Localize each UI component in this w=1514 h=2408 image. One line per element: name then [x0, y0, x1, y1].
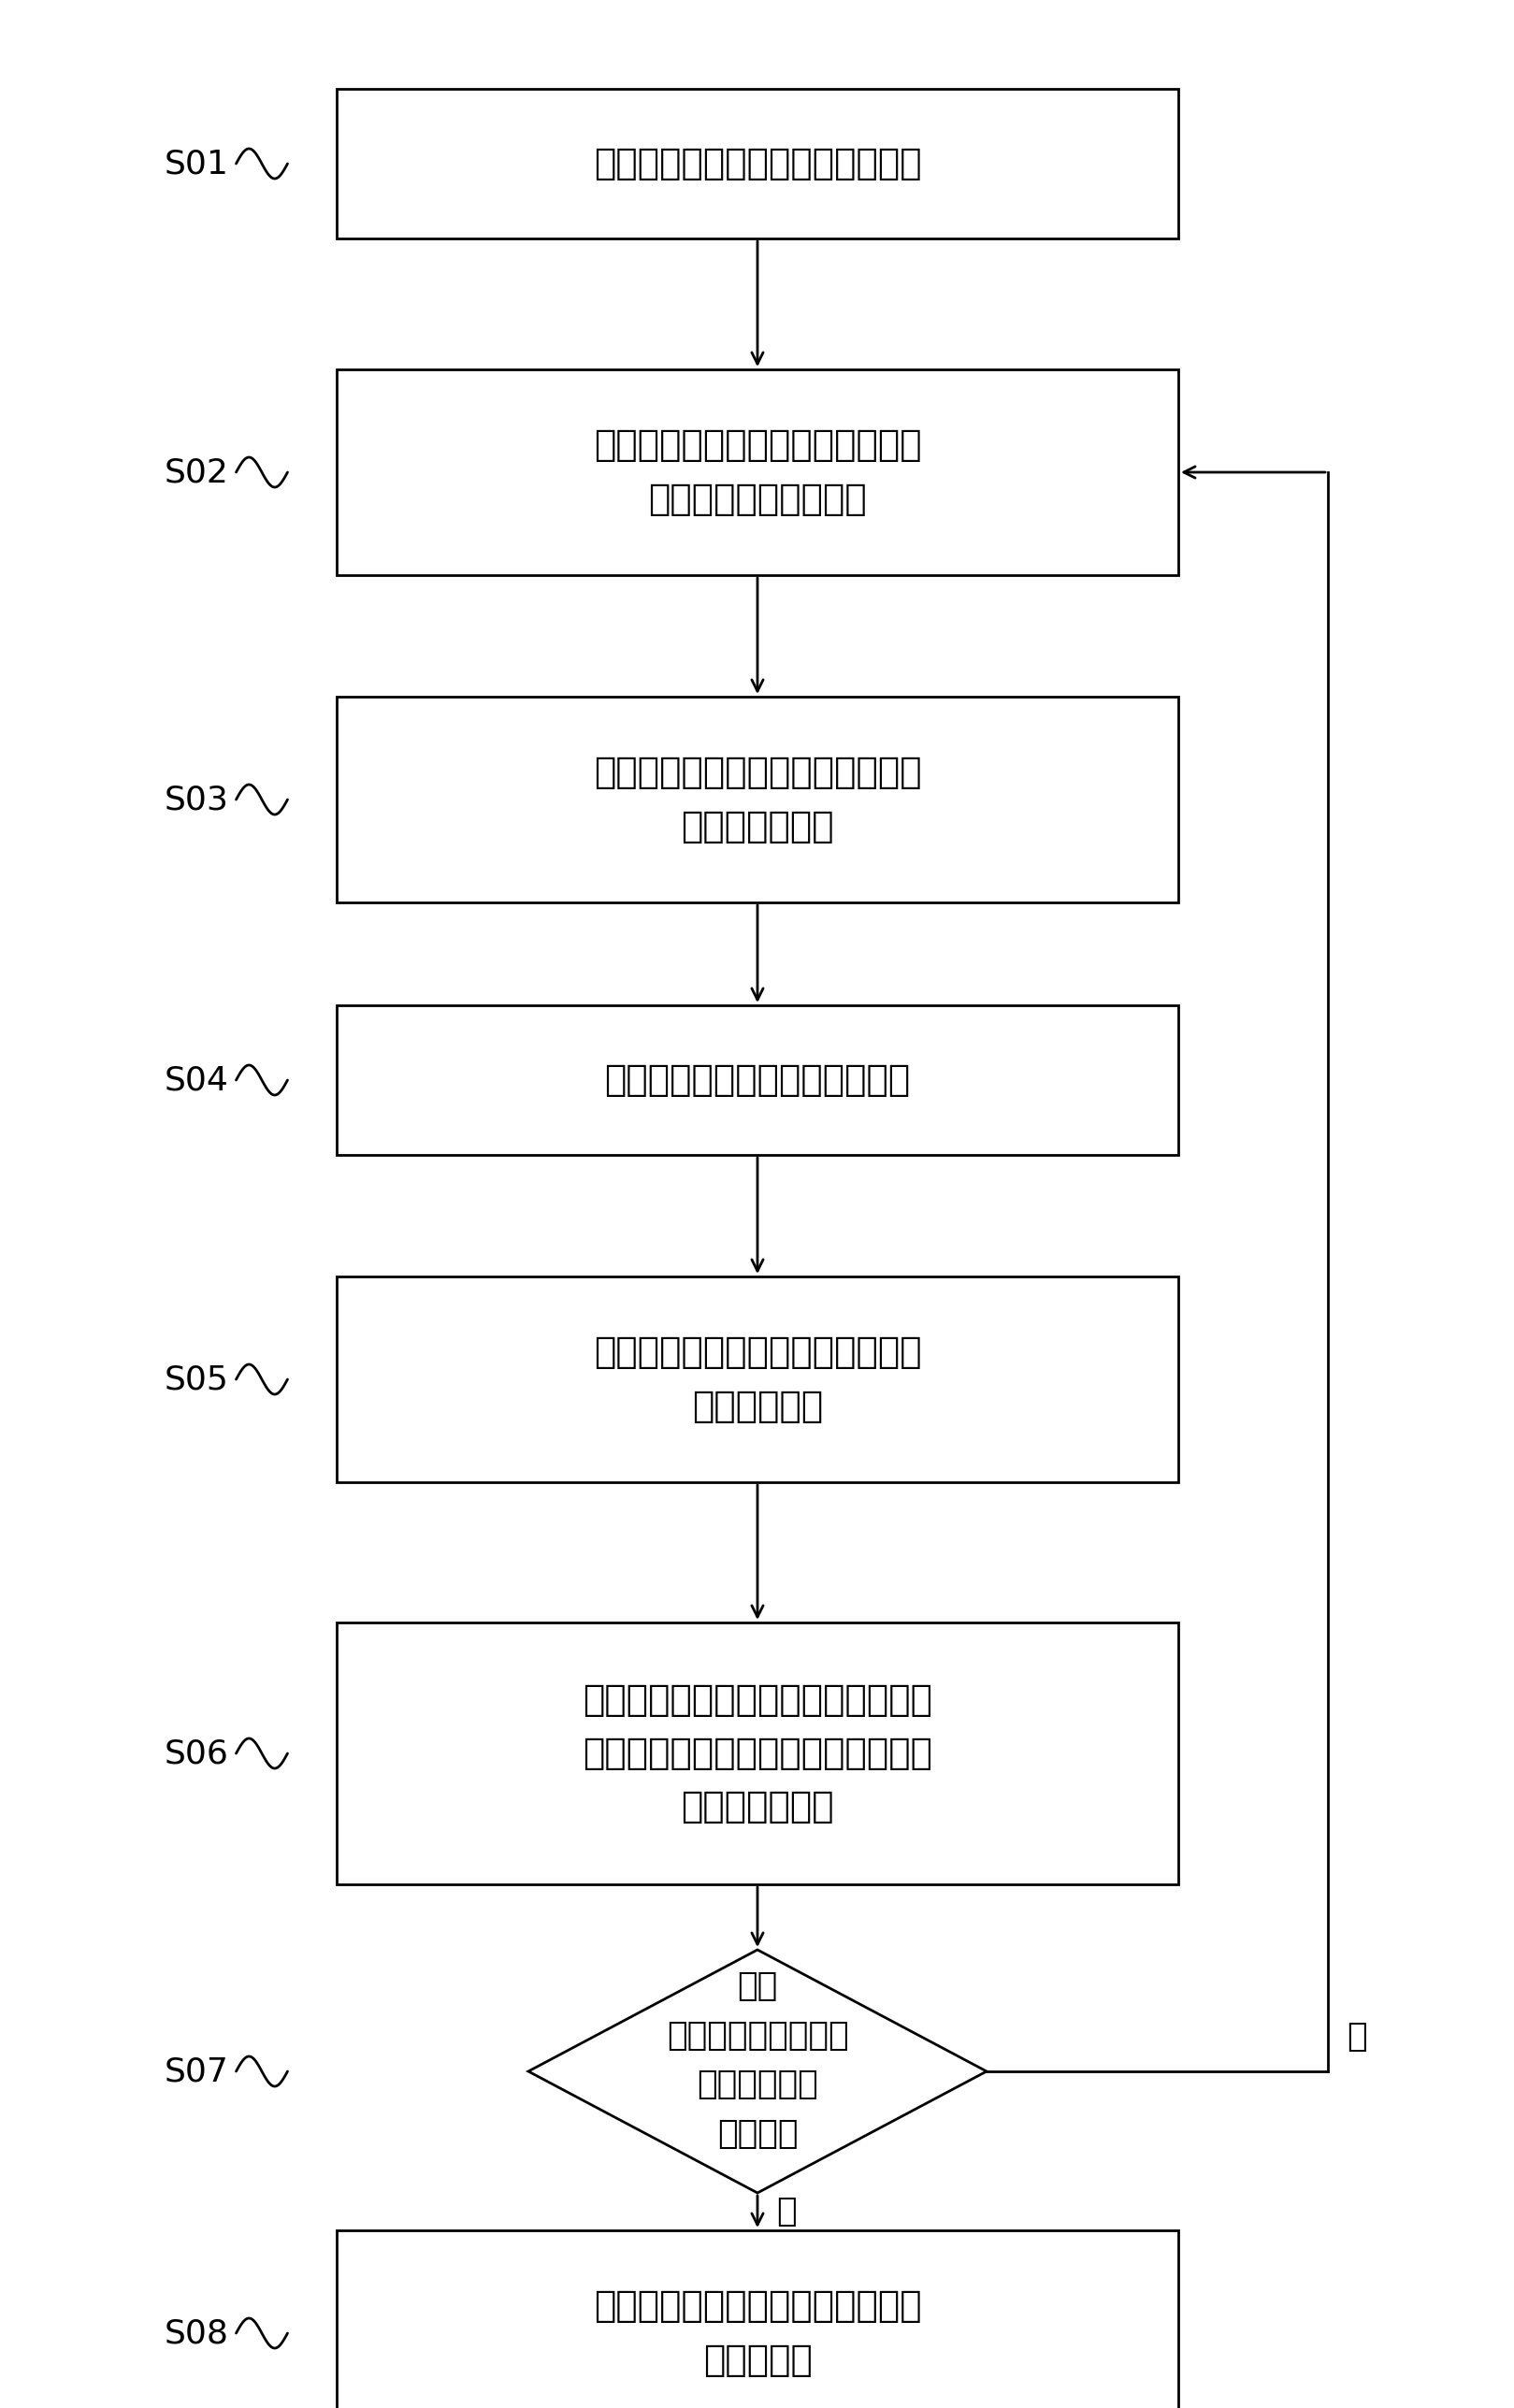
- Text: 分别比对并取得二基板的至少二实
际局部特征区域: 分别比对并取得二基板的至少二实 际局部特征区域: [593, 754, 922, 845]
- Bar: [336, 696, 1178, 903]
- Text: 使二基板在对位组装空间中完成堆
叠对位装置: 使二基板在对位组装空间中完成堆 叠对位装置: [593, 2288, 922, 2377]
- Bar: [336, 1623, 1178, 1885]
- Bar: [336, 1276, 1178, 1483]
- Text: S01: S01: [164, 147, 229, 181]
- Text: S08: S08: [164, 2316, 229, 2350]
- Bar: [336, 368, 1178, 576]
- Text: 比对二基板的实际坐标系统，以取
得一组偏移量: 比对二基板的实际坐标系统，以取 得一组偏移量: [593, 1334, 922, 1423]
- Text: 是: 是: [777, 2196, 796, 2227]
- Text: 分别摄取在不同等待空间的二基板
的至少二实际局部图像: 分别摄取在不同等待空间的二基板 的至少二实际局部图像: [593, 429, 922, 518]
- Text: S03: S03: [164, 783, 229, 816]
- Text: S07: S07: [164, 2056, 229, 2088]
- Text: 分别利用该组偏移量及另一预定移动
量，使二基板由各自等待空间移动到
对位组装空间中: 分别利用该组偏移量及另一预定移动 量，使二基板由各自等待空间移动到 对位组装空间…: [583, 1681, 933, 1825]
- Text: 否: 否: [1346, 2020, 1367, 2052]
- Polygon shape: [528, 1950, 987, 2194]
- Text: S04: S04: [164, 1064, 229, 1096]
- Text: 预定义二基板的标准局部特征区域: 预定义二基板的标准局部特征区域: [593, 147, 922, 181]
- Bar: [336, 1004, 1178, 1156]
- Text: S05: S05: [164, 1363, 229, 1394]
- Text: S02: S02: [164, 458, 229, 489]
- Bar: [336, 2230, 1178, 2408]
- Text: 确认
二基板是否已在等待
空间中的正确
等待位置: 确认 二基板是否已在等待 空间中的正确 等待位置: [666, 1970, 848, 2150]
- Bar: [336, 89, 1178, 238]
- Text: 分别建立二基板的实际坐标系统: 分别建立二基板的实际坐标系统: [604, 1062, 910, 1098]
- Text: S06: S06: [164, 1739, 229, 1770]
